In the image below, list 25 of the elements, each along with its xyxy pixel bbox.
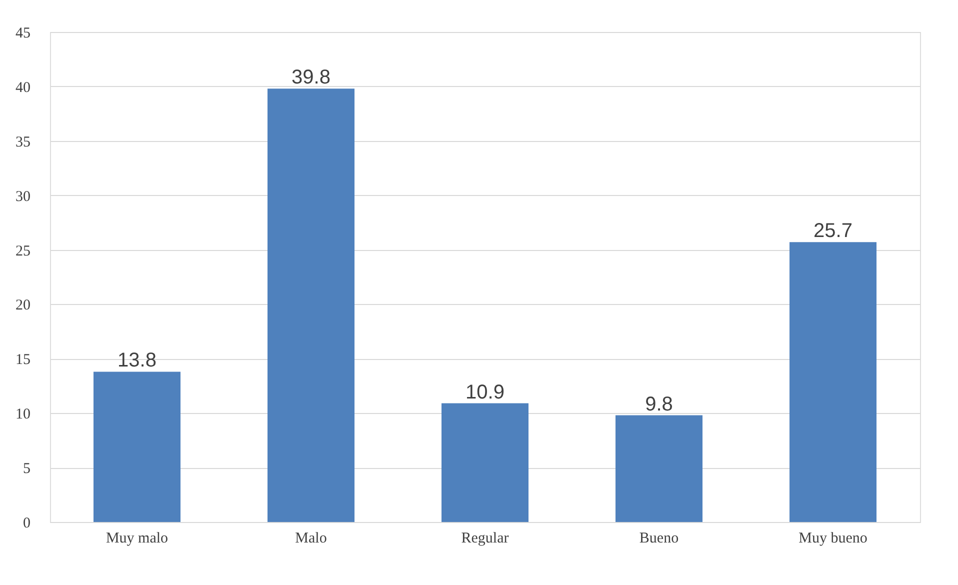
y-tick-label: 10 — [16, 406, 30, 423]
data-label: 13.8 — [118, 350, 156, 372]
data-label: 9.8 — [645, 393, 673, 416]
bar — [94, 372, 180, 522]
bar — [616, 415, 702, 522]
y-tick-label: 25 — [16, 243, 30, 260]
bar — [442, 403, 528, 522]
x-tick-label: Muy malo — [106, 530, 168, 546]
x-tick-label: Malo — [295, 530, 327, 546]
x-tick-label: Regular — [461, 530, 509, 546]
bar — [790, 242, 876, 522]
y-tick-label: 5 — [23, 461, 30, 478]
bar — [268, 88, 354, 522]
y-tick-label: 35 — [16, 134, 30, 150]
y-tick-label: 40 — [16, 80, 30, 96]
data-label: 25.7 — [814, 220, 852, 242]
y-tick-label: 20 — [16, 298, 30, 314]
y-tick-label: 0 — [23, 516, 30, 532]
data-label: 10.9 — [466, 381, 504, 404]
x-tick-label: Muy bueno — [798, 530, 868, 546]
y-tick-label: 30 — [16, 188, 30, 205]
data-label: 39.8 — [292, 66, 330, 89]
x-tick-label: Bueno — [639, 530, 679, 546]
y-tick-label: 45 — [16, 26, 30, 42]
y-tick-label: 15 — [16, 352, 30, 368]
